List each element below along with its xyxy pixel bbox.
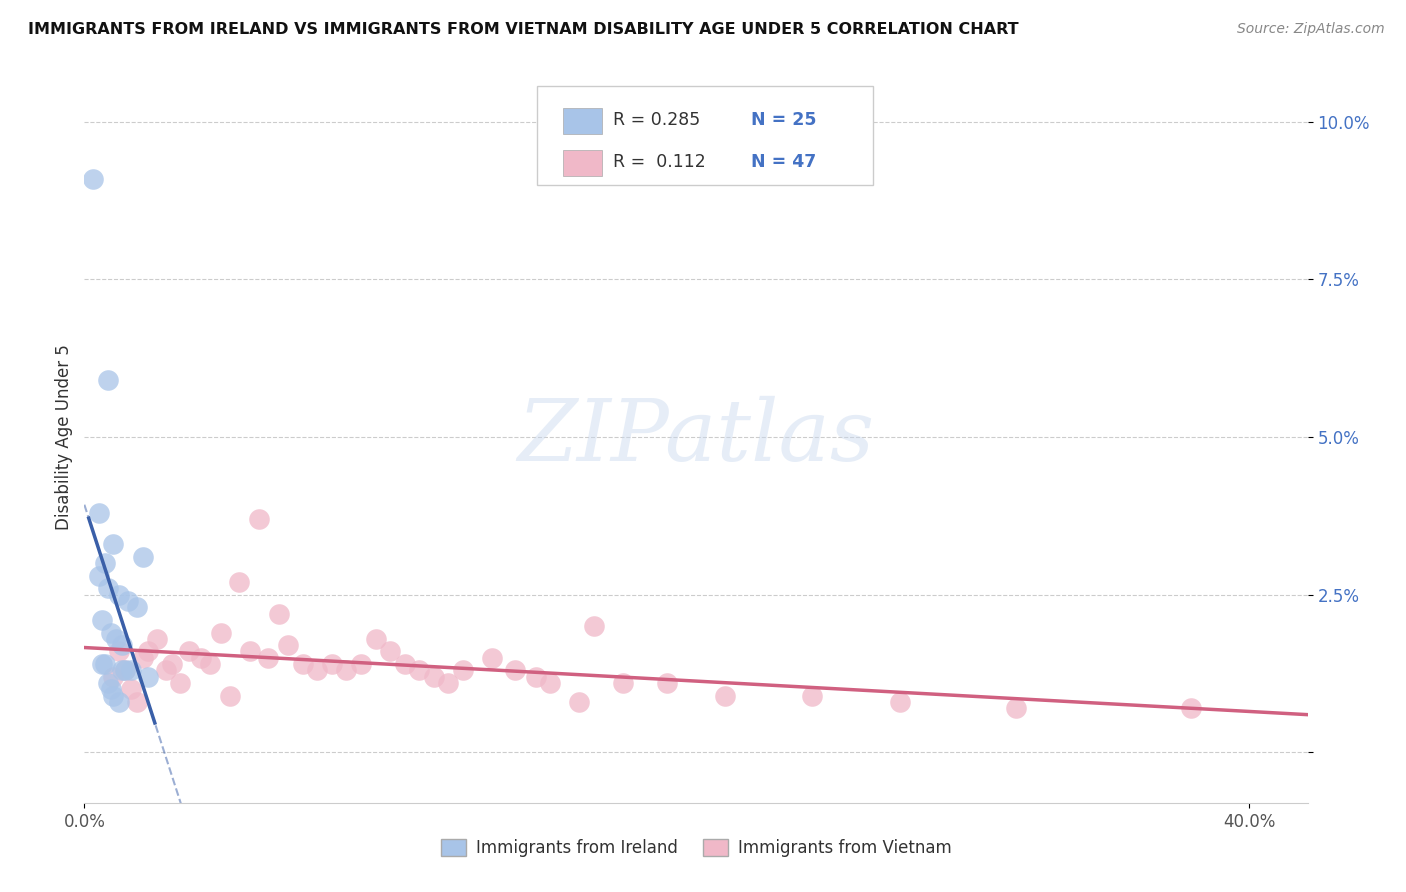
Text: N = 47: N = 47: [751, 153, 817, 171]
Point: [131, 650, 153, 665]
Point: [108, 588, 131, 602]
Text: R =  0.112: R = 0.112: [613, 153, 706, 171]
Point: [198, 657, 221, 671]
Text: ZIPatlas: ZIPatlas: [517, 396, 875, 478]
Point: [90, 657, 112, 671]
Point: [437, 676, 460, 690]
Point: [117, 594, 139, 608]
Point: [125, 695, 148, 709]
Point: [350, 657, 373, 671]
Point: [269, 607, 291, 621]
Point: [291, 657, 314, 671]
Point: [108, 695, 131, 709]
Point: [481, 650, 503, 665]
Point: [105, 632, 128, 646]
Point: [257, 650, 280, 665]
Point: [114, 664, 136, 678]
Point: [108, 644, 131, 658]
Point: [120, 664, 142, 678]
Point: [1005, 701, 1028, 715]
Point: [97, 582, 120, 596]
Point: [131, 549, 153, 564]
Point: [219, 689, 242, 703]
Text: N = 25: N = 25: [751, 112, 817, 129]
Point: [103, 670, 125, 684]
FancyBboxPatch shape: [562, 150, 602, 177]
FancyBboxPatch shape: [537, 86, 873, 185]
Point: [90, 613, 112, 627]
Point: [408, 664, 430, 678]
Point: [505, 664, 527, 678]
Point: [451, 664, 474, 678]
Point: [93, 556, 115, 570]
FancyBboxPatch shape: [562, 108, 602, 134]
Point: [100, 625, 122, 640]
Point: [87, 569, 110, 583]
Point: [93, 657, 115, 671]
Point: [125, 600, 148, 615]
Point: [82, 171, 104, 186]
Point: [1180, 701, 1202, 715]
Point: [655, 676, 678, 690]
Point: [524, 670, 547, 684]
Point: [160, 657, 183, 671]
Y-axis label: Disability Age Under 5: Disability Age Under 5: [55, 344, 73, 530]
Point: [114, 664, 136, 678]
Point: [335, 664, 357, 678]
Point: [103, 689, 125, 703]
Point: [138, 644, 160, 658]
Point: [394, 657, 416, 671]
Point: [155, 664, 177, 678]
Point: [228, 575, 250, 590]
Point: [380, 644, 402, 658]
Point: [169, 676, 191, 690]
Point: [103, 537, 125, 551]
Point: [889, 695, 911, 709]
Text: R = 0.285: R = 0.285: [613, 112, 700, 129]
Point: [138, 670, 160, 684]
Point: [120, 682, 142, 697]
Point: [568, 695, 591, 709]
Point: [239, 644, 262, 658]
Point: [538, 676, 561, 690]
Point: [209, 625, 232, 640]
Point: [612, 676, 634, 690]
Point: [364, 632, 387, 646]
Point: [111, 664, 134, 678]
Text: Source: ZipAtlas.com: Source: ZipAtlas.com: [1237, 22, 1385, 37]
Legend: Immigrants from Ireland, Immigrants from Vietnam: Immigrants from Ireland, Immigrants from…: [434, 832, 957, 864]
Point: [190, 650, 212, 665]
Point: [714, 689, 737, 703]
Point: [97, 373, 120, 387]
Point: [97, 676, 120, 690]
Point: [87, 506, 110, 520]
Point: [321, 657, 343, 671]
Point: [111, 638, 134, 652]
Point: [307, 664, 329, 678]
Point: [146, 632, 169, 646]
Point: [423, 670, 446, 684]
Point: [100, 682, 122, 697]
Text: IMMIGRANTS FROM IRELAND VS IMMIGRANTS FROM VIETNAM DISABILITY AGE UNDER 5 CORREL: IMMIGRANTS FROM IRELAND VS IMMIGRANTS FR…: [28, 22, 1019, 37]
Point: [179, 644, 201, 658]
Point: [801, 689, 824, 703]
Point: [247, 512, 270, 526]
Point: [277, 638, 299, 652]
Point: [583, 619, 606, 633]
